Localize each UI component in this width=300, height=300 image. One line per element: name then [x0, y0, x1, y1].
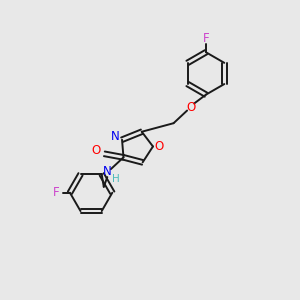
Text: F: F: [202, 32, 209, 45]
Text: N: N: [103, 165, 112, 178]
Text: O: O: [92, 144, 101, 158]
Text: F: F: [52, 186, 59, 199]
Text: H: H: [112, 174, 120, 184]
Text: O: O: [155, 140, 164, 153]
Text: O: O: [186, 100, 195, 113]
Text: N: N: [111, 130, 120, 143]
